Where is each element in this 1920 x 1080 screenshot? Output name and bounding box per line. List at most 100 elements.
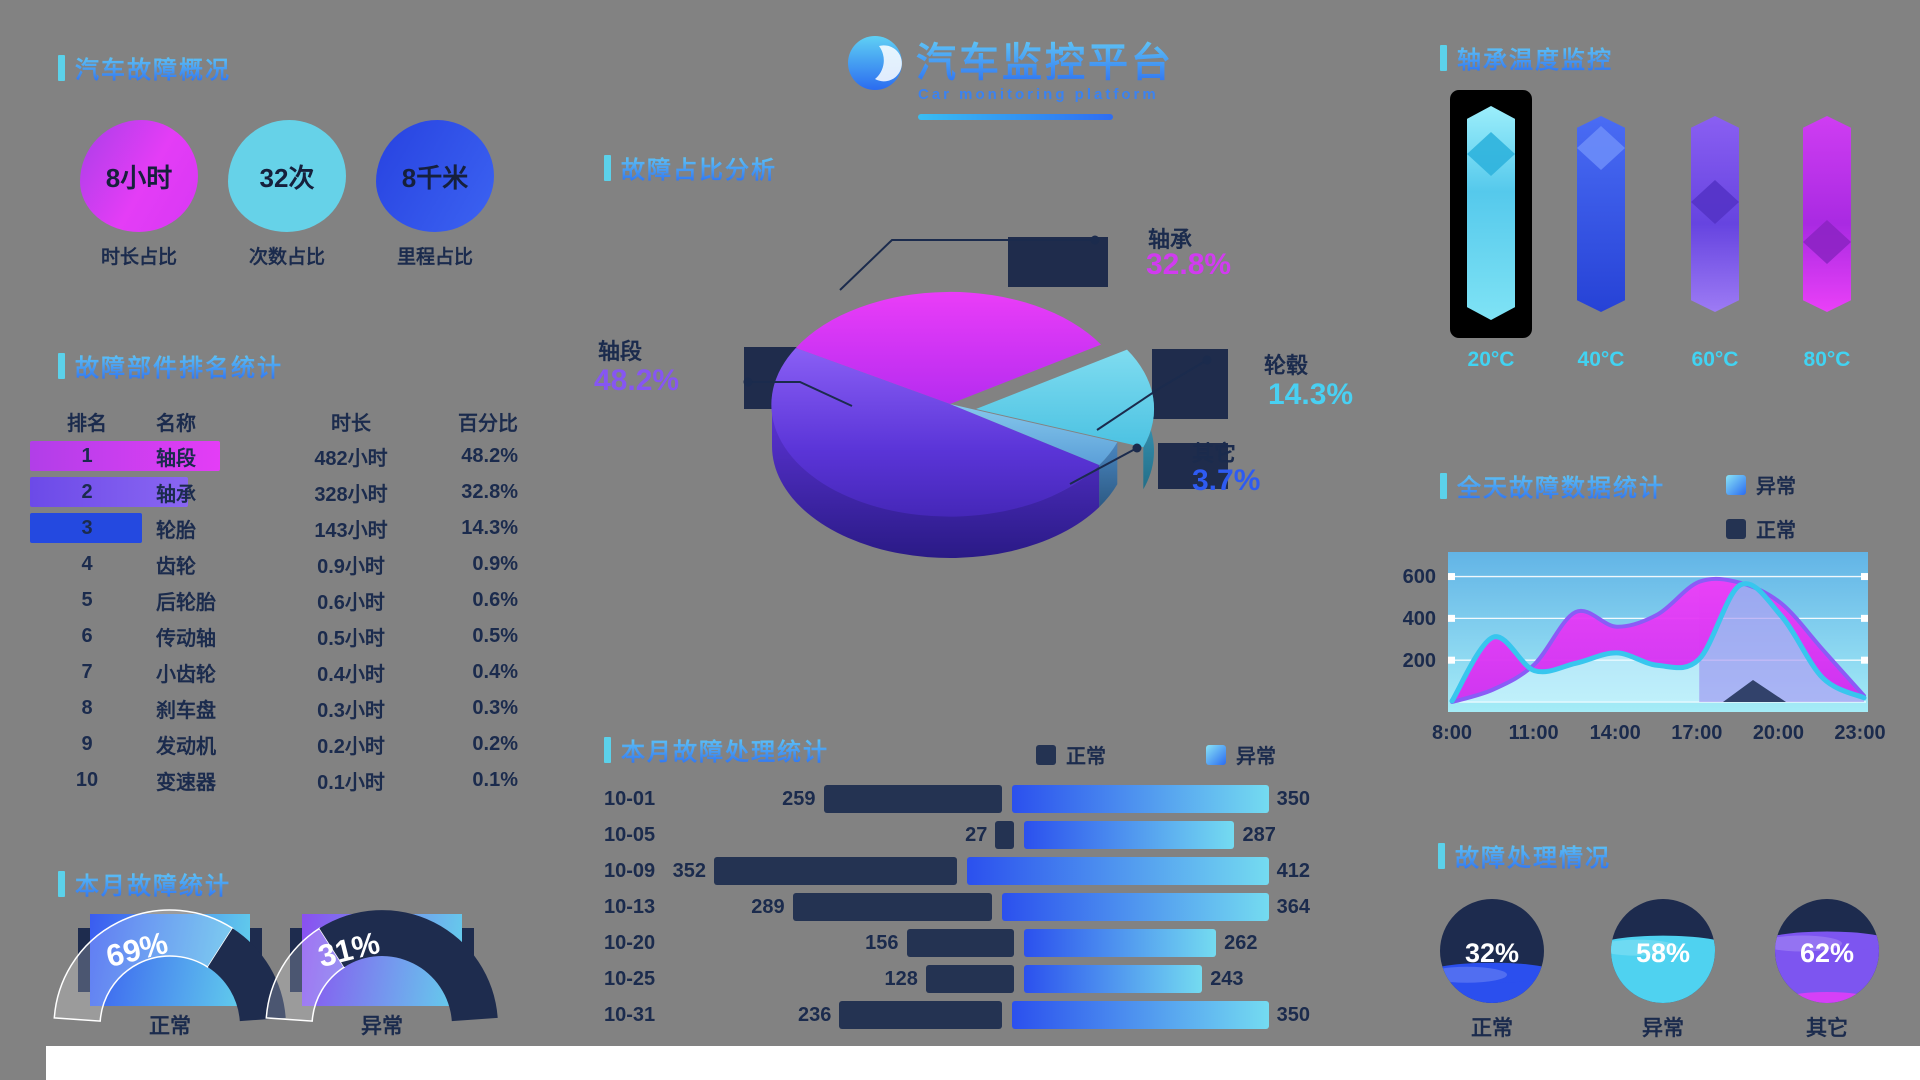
pie-wall-other bbox=[1099, 442, 1118, 507]
tornado-normal-value: 236 bbox=[798, 1003, 832, 1026]
tornado-abnormal-bar[interactable] bbox=[1011, 1001, 1269, 1029]
tornado-normal-bar[interactable] bbox=[995, 821, 1014, 849]
col-header-duration: 时长 bbox=[331, 412, 371, 435]
tornado-row: 10-09 352 412 bbox=[604, 856, 1310, 886]
page-subtitle: Car monitoring platform bbox=[918, 86, 1159, 103]
table-row[interactable]: 10 变速器 0.1小时 0.1% bbox=[44, 762, 522, 798]
handle-title-text: 故障处理情况 bbox=[1455, 838, 1611, 873]
process-title-text: 本月故障处理统计 bbox=[621, 732, 829, 767]
cell: 3 bbox=[81, 516, 93, 539]
tornado-normal-bar[interactable] bbox=[839, 1001, 1002, 1029]
legend-swatch-normal bbox=[1036, 744, 1056, 765]
table-row[interactable]: 1 轴段 482小时 48.2% bbox=[30, 438, 522, 474]
trend-legend-abnormal[interactable]: 异常 bbox=[1726, 470, 1796, 499]
gauge-异常[interactable]: 31% bbox=[265, 910, 498, 1022]
section-title-temperature: 轴承温度监控 bbox=[1440, 40, 1613, 75]
svg-text:62%: 62% bbox=[1800, 938, 1854, 968]
tornado-row: 10-20 156 262 bbox=[604, 928, 1310, 958]
callout-box-1 bbox=[1008, 237, 1108, 287]
table-row[interactable]: 3 轮胎 143小时 14.3% bbox=[30, 510, 522, 546]
tornado-normal-bar[interactable] bbox=[714, 857, 957, 885]
table-row[interactable]: 7 小齿轮 0.4小时 0.4% bbox=[44, 654, 522, 690]
pie-wall-shaft bbox=[772, 404, 1100, 559]
cell: 0.5% bbox=[472, 624, 518, 647]
legend-item-abnormal[interactable]: 异常 bbox=[1206, 740, 1276, 769]
liquid-circle-异常[interactable]: 58% bbox=[1608, 896, 1718, 1006]
legend-label-abnormal: 异常 bbox=[1236, 746, 1276, 768]
col-header-rank: 排名 bbox=[67, 412, 107, 435]
stat-label-1: 时长占比 bbox=[100, 247, 177, 268]
temp-item-20°C[interactable]: 20°C bbox=[1446, 90, 1536, 390]
gauge-label-2: 异常 bbox=[361, 1015, 403, 1038]
pie-slice-shaft[interactable] bbox=[771, 348, 1100, 517]
cell: 轴段 bbox=[156, 447, 196, 470]
process-tornado-chart: 10-01 259 350 10-05 27 287 10-09 352 412 10-13 289… bbox=[604, 784, 1310, 1036]
table-row[interactable]: 2 轴承 328小时 32.8% bbox=[30, 474, 522, 510]
cell: 0.3% bbox=[472, 696, 518, 719]
cell: 传动轴 bbox=[156, 627, 216, 650]
trend-legend-normal[interactable]: 正常 bbox=[1726, 514, 1796, 543]
table-row[interactable]: 9 发动机 0.2小时 0.2% bbox=[44, 726, 522, 762]
table-row[interactable]: 5 后轮胎 0.6小时 0.6% bbox=[44, 582, 522, 618]
cell: 32.8% bbox=[461, 480, 518, 503]
table-row[interactable]: 4 齿轮 0.9小时 0.9% bbox=[44, 546, 522, 582]
cell: 0.4小时 bbox=[317, 663, 385, 686]
cell: 0.5小时 bbox=[317, 627, 385, 650]
cell: 小齿轮 bbox=[156, 663, 216, 686]
pie-slice-bearing[interactable] bbox=[795, 291, 1101, 404]
temp-item-80°C[interactable]: 80°C bbox=[1782, 90, 1872, 390]
temp-diamond bbox=[1691, 180, 1739, 224]
cell: 0.4% bbox=[472, 660, 518, 683]
circle-label-正常: 正常 bbox=[1471, 1017, 1513, 1040]
tornado-abnormal-bar[interactable] bbox=[1024, 929, 1217, 957]
tornado-abnormal-value: 262 bbox=[1224, 931, 1258, 954]
tornado-abnormal-bar[interactable] bbox=[1024, 821, 1235, 849]
tornado-normal-bar[interactable] bbox=[823, 785, 1002, 813]
tornado-abnormal-bar[interactable] bbox=[1011, 785, 1269, 813]
tornado-abnormal-bar[interactable] bbox=[966, 857, 1269, 885]
table-header-row: 排名 名称 时长 百分比 bbox=[44, 404, 522, 438]
tornado-date: 10-09 bbox=[604, 859, 656, 882]
monthly-title-text: 本月故障统计 bbox=[75, 866, 231, 901]
section-title-pie: 故障占比分析 bbox=[604, 150, 777, 185]
fault-pie-chart bbox=[743, 235, 1228, 559]
tornado-date: 10-31 bbox=[604, 1003, 656, 1026]
gauge-正常[interactable]: 69% bbox=[53, 909, 286, 1022]
liquid-circle-正常[interactable]: 32% bbox=[1437, 896, 1547, 1006]
callout-box-2 bbox=[1152, 349, 1228, 419]
leader-line-2 bbox=[1096, 359, 1208, 431]
tornado-abnormal-bar[interactable] bbox=[1024, 965, 1203, 993]
gauge-arc bbox=[265, 910, 498, 1022]
table-row[interactable]: 6 传动轴 0.5小时 0.5% bbox=[44, 618, 522, 654]
cell: 轮胎 bbox=[156, 519, 196, 542]
temp-item-60°C[interactable]: 60°C bbox=[1670, 90, 1760, 390]
liquid-circle-其它[interactable]: 62% bbox=[1772, 896, 1882, 1006]
title-accent-bar bbox=[58, 352, 65, 379]
tornado-normal-bar[interactable] bbox=[906, 929, 1014, 957]
fault-ranking-table: 排名 名称 时长 百分比 1 轴段 482小时 48.2% 2 轴承 328小时 32.8% 3… bbox=[30, 404, 522, 798]
cell: 0.2% bbox=[472, 732, 518, 755]
temp-item-40°C[interactable]: 40°C bbox=[1556, 90, 1646, 390]
cell: 变速器 bbox=[156, 771, 216, 794]
rank-highlight-3 bbox=[30, 513, 142, 543]
trend-legend-label-normal: 正常 bbox=[1756, 520, 1796, 542]
cell: 齿轮 bbox=[156, 555, 196, 578]
pie-value-bearing: 32.8% bbox=[1146, 248, 1232, 281]
table-row[interactable]: 8 刹车盘 0.3小时 0.3% bbox=[44, 690, 522, 726]
leader-dot-4 bbox=[1132, 443, 1142, 453]
tornado-normal-bar[interactable] bbox=[925, 965, 1014, 993]
legend-item-normal[interactable]: 正常 bbox=[1036, 740, 1106, 769]
title-accent-bar bbox=[1440, 44, 1447, 71]
pie-slice-hub[interactable] bbox=[976, 349, 1155, 448]
pie-slice-other[interactable] bbox=[950, 404, 1118, 465]
pie-label-shaft: 轴段 bbox=[598, 339, 643, 364]
x-tick-14:00: 14:00 bbox=[1589, 722, 1641, 744]
gauge-arc bbox=[53, 909, 286, 1022]
x-tick-20:00: 20:00 bbox=[1752, 722, 1804, 744]
abnormal-band bbox=[1452, 578, 1864, 702]
title-underline bbox=[918, 114, 1113, 120]
temp-label: 60°C bbox=[1691, 348, 1739, 371]
tornado-row: 10-31 236 350 bbox=[604, 1000, 1310, 1030]
tornado-normal-bar[interactable] bbox=[792, 893, 992, 921]
tornado-abnormal-bar[interactable] bbox=[1001, 893, 1269, 921]
